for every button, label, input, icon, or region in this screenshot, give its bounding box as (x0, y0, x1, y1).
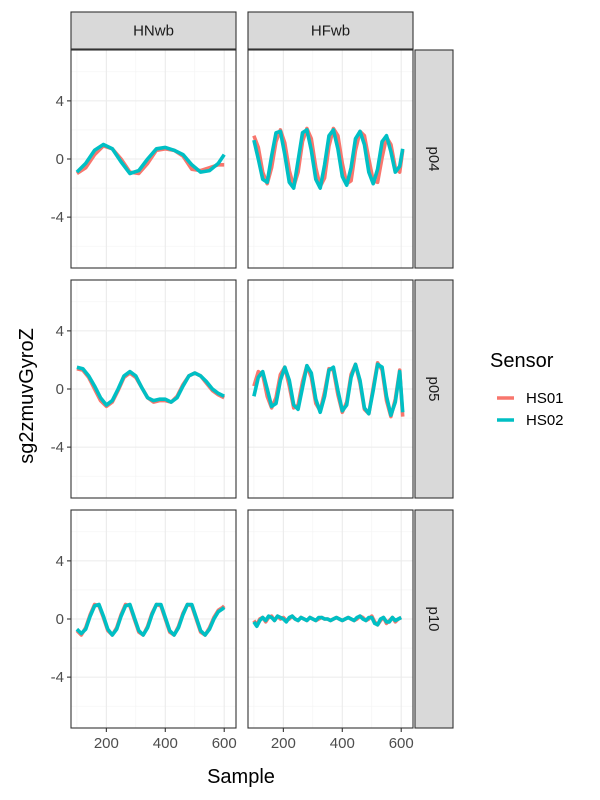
series-line-hs02 (252, 128, 405, 190)
strip-col-label-hfwb: HFwb (311, 23, 350, 40)
x-tick-label: 600 (212, 735, 237, 752)
y-tick-label: -4 (51, 439, 64, 456)
strip-col-hfwb (247, 11, 414, 50)
panel-border (247, 279, 414, 499)
legend-label-hs02: HS02 (526, 412, 564, 429)
panel-border (247, 509, 414, 729)
legend: Sensor HS01 HS02 (490, 350, 564, 429)
panel-hfwb-p04 (247, 49, 414, 269)
x-tick-label: 400 (153, 735, 178, 752)
y-tick-label: 4 (56, 323, 64, 340)
x-axis-title: Sample (207, 766, 275, 788)
strip-col-hnwb (70, 11, 237, 50)
legend-title: Sensor (490, 350, 554, 372)
panel-hnwb-p05: -4 0 4 (51, 279, 237, 499)
x-tick-label: 200 (94, 735, 119, 752)
strip-row-label-p05: p05 (425, 376, 442, 401)
y-tick-label: 0 (56, 611, 64, 628)
panel-hfwb-p05 (247, 279, 414, 499)
series-line-hs02 (75, 142, 226, 176)
strip-row-label-p10: p10 (425, 606, 442, 631)
x-tick-label: 400 (330, 735, 355, 752)
series-line-hs02 (75, 602, 226, 637)
panel-hfwb-p10: 200 400 600 (247, 509, 414, 752)
panel-hnwb-p04: -4 0 4 (51, 49, 237, 269)
strip-row-p10 (414, 509, 454, 729)
y-axis-title: sg2zmuvGyroZ (16, 328, 38, 464)
y-tick-label: 0 (56, 381, 64, 398)
strip-row-p04 (414, 49, 454, 269)
series-line-hs02 (76, 365, 225, 407)
x-tick-label: 600 (389, 735, 414, 752)
y-tick-label: 0 (56, 151, 64, 168)
panel-border (247, 49, 414, 269)
y-tick-label: 4 (56, 553, 64, 570)
strip-row-label-p04: p04 (425, 146, 442, 171)
y-tick-label: -4 (51, 209, 64, 226)
strip-col-label-hnwb: HNwb (133, 23, 174, 40)
series-line-hs02 (252, 614, 403, 629)
x-tick-label: 200 (271, 735, 296, 752)
y-tick-label: -4 (51, 669, 64, 686)
panel-hnwb-p10: -4 0 4 200 400 600 (51, 509, 237, 752)
strip-row-p05 (414, 279, 454, 499)
y-tick-label: 4 (56, 93, 64, 110)
legend-label-hs01: HS01 (526, 390, 564, 407)
series-line-hs02 (252, 362, 405, 417)
